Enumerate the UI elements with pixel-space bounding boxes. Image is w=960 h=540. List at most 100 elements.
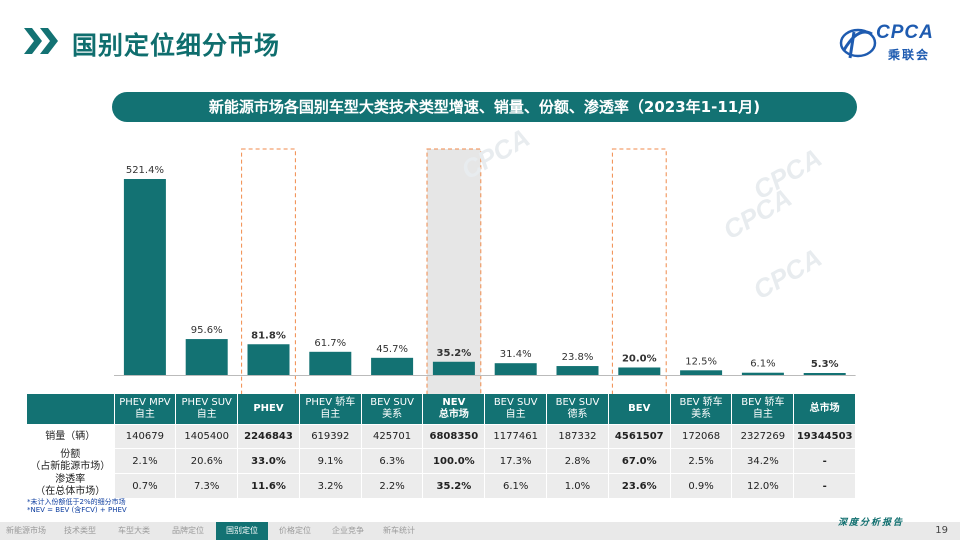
- footer-nav-item[interactable]: 价格定位: [279, 526, 311, 535]
- table-cell: 20.6%: [175, 448, 239, 474]
- data-label: 6.1%: [750, 359, 775, 370]
- bar: [803, 373, 846, 375]
- chevron-right-icon: [24, 28, 58, 54]
- table-cell: 2246843: [237, 424, 300, 449]
- tick-label: 德系: [567, 409, 588, 420]
- footnote: *未计入份额低于2%的细分市场: [27, 498, 126, 506]
- tick-label: 自主: [134, 409, 155, 420]
- category-header: BEV SUV 自主: [484, 394, 548, 425]
- table-cell: 33.0%: [237, 448, 300, 474]
- row-label-line: （占新能源市场）: [30, 461, 111, 472]
- table-cell: 2.5%: [670, 448, 733, 474]
- bar: [432, 361, 475, 375]
- tick-label: BEV SUV: [555, 397, 600, 408]
- category-header: PHEV SUV 自主: [175, 394, 239, 425]
- footer-nav: 新能源市场 技术类型 车型大类 品牌定位 国别定位 价格定位 企业竞争 新车统计: [0, 522, 960, 540]
- bar: [123, 179, 166, 375]
- tick-label: BEV SUV: [493, 397, 538, 408]
- tick-label: 自主: [752, 409, 773, 420]
- tick-label: PHEV MPV: [119, 397, 171, 408]
- data-label: 20.0%: [622, 353, 657, 364]
- page-title: 国别定位细分市场: [72, 31, 281, 60]
- row-label-line: 份额: [60, 449, 81, 460]
- data-label: 61.7%: [314, 338, 346, 349]
- bar: [618, 367, 661, 375]
- footer-nav-item[interactable]: 技术类型: [64, 526, 96, 535]
- bar: [741, 372, 784, 375]
- tick-label: PHEV: [253, 403, 284, 414]
- category-header: BEV: [608, 394, 671, 425]
- table-cell: 4561507: [608, 424, 671, 449]
- tick-label: BEV: [628, 403, 651, 414]
- tick-label: BEV SUV: [370, 397, 414, 408]
- table-row: 渗透率 （在总体市场） 0.7% 7.3% 11.6% 3.2% 2.2% 35.2% 6.1%…: [27, 473, 857, 499]
- tick-label: 美系: [382, 409, 403, 420]
- table-cell: 12.0%: [731, 473, 795, 499]
- category-header: BEV 轿车 自主: [731, 394, 795, 425]
- table-cell: 6.3%: [361, 448, 424, 474]
- category-header: BEV SUV 德系: [546, 394, 609, 425]
- table-cell: -: [793, 473, 857, 499]
- tick-label: BEV 轿车: [741, 397, 785, 408]
- footer-nav-item[interactable]: 品牌定位: [172, 526, 204, 535]
- table-cell: 34.2%: [731, 448, 795, 474]
- footnotes: *未计入份额低于2%的细分市场 *NEV = BEV (含FCV) + PHEV: [27, 498, 127, 514]
- bar: [680, 370, 723, 375]
- data-label: 81.8%: [251, 330, 286, 341]
- table-cell: 0.7%: [114, 473, 177, 499]
- data-label: 31.4%: [500, 349, 532, 360]
- table-row: 份额 （占新能源市场） 2.1% 20.6% 33.0% 9.1% 6.3% 100.0% 17…: [27, 448, 857, 474]
- table-cell: 619392: [299, 424, 362, 449]
- bar: [494, 363, 537, 375]
- report-tagline: 深度分析报告: [837, 518, 904, 528]
- table-cell: 1405400: [175, 424, 239, 449]
- tick-label: PHEV 轿车: [305, 397, 356, 408]
- row-label-line: 销量（辆）: [45, 430, 96, 442]
- table-cell: 17.3%: [484, 448, 548, 474]
- footer-nav-item[interactable]: 国别定位: [216, 522, 268, 540]
- footer-nav-item[interactable]: 新能源市场: [6, 526, 46, 535]
- data-label: 35.2%: [437, 348, 472, 359]
- table-cell: 67.0%: [608, 448, 671, 474]
- table-cell: 2.1%: [114, 448, 177, 474]
- bar: [556, 366, 599, 375]
- globe-icon: [839, 28, 877, 59]
- logo-subtitle: 乘联会: [888, 48, 931, 62]
- footer-nav-item[interactable]: 新车统计: [383, 526, 415, 535]
- table-corner: [27, 394, 115, 425]
- tick-label: 自主: [320, 409, 341, 420]
- bar: [309, 351, 352, 375]
- table-cell: 6.1%: [484, 473, 548, 499]
- tick-label: 总市场: [438, 409, 469, 420]
- table-cell: 7.3%: [175, 473, 239, 499]
- table-cell: 140679: [114, 424, 177, 449]
- footer-nav-item[interactable]: 车型大类: [118, 526, 150, 535]
- data-label: 12.5%: [685, 356, 717, 367]
- bar: [185, 339, 228, 375]
- category-header: NEV 总市场: [422, 394, 486, 425]
- bar: [371, 357, 414, 375]
- data-label: 45.7%: [376, 344, 408, 355]
- table-row: 销量（辆） 140679 1405400 2246843 619392 425701 680…: [27, 424, 857, 449]
- table-cell: 9.1%: [299, 448, 362, 474]
- table-cell: 2.8%: [546, 448, 609, 474]
- footnote: *NEV = BEV (含FCV) + PHEV: [27, 506, 127, 514]
- row-label: 份额 （占新能源市场）: [27, 448, 115, 474]
- table-cell: 0.9%: [670, 473, 733, 499]
- table-cell: 1177461: [484, 424, 548, 449]
- table-cell: 100.0%: [422, 448, 486, 474]
- table-cell: 2327269: [731, 424, 795, 449]
- data-label: 5.3%: [811, 359, 839, 370]
- data-table: PHEV MPV 自主 PHEV SUV 自主 PHEV PHEV 轿车 自主 BEV SUV…: [27, 394, 857, 499]
- table-cell: 187332: [546, 424, 609, 449]
- row-label: 渗透率 （在总体市场）: [27, 473, 115, 499]
- data-label: 23.8%: [562, 352, 594, 363]
- logo-text: CPCA: [876, 22, 934, 43]
- table-cell: 1.0%: [546, 473, 609, 499]
- footer-nav-item[interactable]: 企业竞争: [332, 526, 364, 535]
- bar: [247, 344, 290, 375]
- category-header: BEV 轿车 美系: [670, 394, 733, 425]
- category-header: BEV SUV 美系: [361, 394, 424, 425]
- tick-label: 自主: [196, 409, 217, 420]
- category-header: PHEV 轿车 自主: [299, 394, 362, 425]
